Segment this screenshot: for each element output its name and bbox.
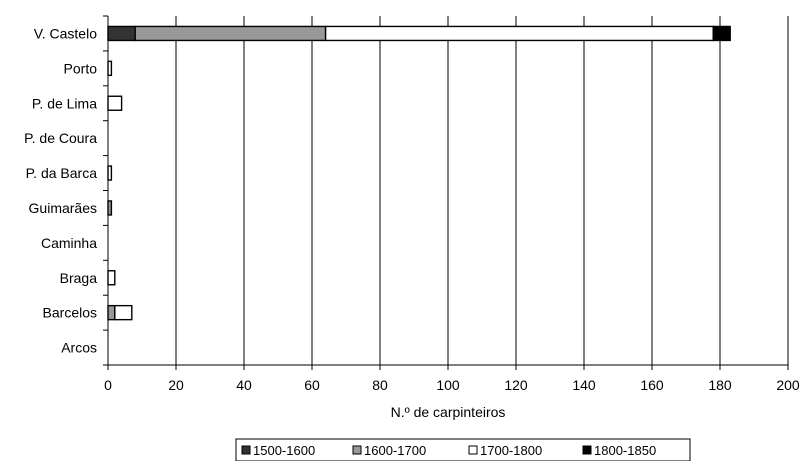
bar-segment-1700-1800 <box>107 270 116 286</box>
x-tick-label-40: 40 <box>236 377 252 393</box>
axes: 0 20 40 60 80 100 120 140 160 180 200 V. Castelo Por… <box>24 15 800 393</box>
legend-box <box>235 438 691 461</box>
legend-swatch-1800-1850 <box>582 445 592 455</box>
legend-label-1700-1800: 1700-1800 <box>480 443 542 458</box>
bar-segment-1600-1700 <box>134 25 327 42</box>
y-tick-label: Caminha <box>41 235 97 251</box>
legend-swatch-1500-1600 <box>241 445 251 455</box>
y-tick-label: V. Castelo <box>34 25 98 41</box>
y-tick-label: Guimarães <box>29 200 97 216</box>
bar-segment-1700-1800 <box>114 304 133 321</box>
y-tick-label: Arcos <box>61 340 97 356</box>
bar-segment-1700-1800 <box>107 60 113 77</box>
x-tick-label-180: 180 <box>708 377 732 393</box>
bar-segment-1700-1800 <box>324 25 714 42</box>
legend-label-1500-1600: 1500-1600 <box>253 443 315 458</box>
x-tick-label-200: 200 <box>776 377 800 393</box>
x-tick-label-100: 100 <box>436 377 460 393</box>
y-tick-label: P. da Barca <box>26 165 98 181</box>
x-tick-label-20: 20 <box>168 377 184 393</box>
x-tick-label-80: 80 <box>372 377 388 393</box>
bars <box>107 25 731 321</box>
y-tick-label: Braga <box>60 270 98 286</box>
bar-segment-1800-1850 <box>712 25 731 42</box>
x-tick-label-0: 0 <box>104 377 112 393</box>
bar-segment-1500-1600 <box>107 25 136 42</box>
y-tick-label: P. de Coura <box>24 130 97 146</box>
legend-swatch-1600-1700 <box>352 445 362 455</box>
bar-segment-1700-1800 <box>107 95 123 111</box>
bar-segment-1600-1700 <box>107 304 116 321</box>
legend-label-1800-1850: 1800-1850 <box>594 443 656 458</box>
y-tick-label: P. de Lima <box>32 95 97 111</box>
legend-swatch-1700-1800 <box>468 445 478 455</box>
bar-segment-1600-1700 <box>107 200 113 216</box>
x-tick-label-140: 140 <box>572 377 596 393</box>
x-axis-title: N.º de carpinteiros <box>391 404 506 420</box>
y-tick-label: Porto <box>64 60 98 76</box>
x-tick-label-60: 60 <box>304 377 320 393</box>
bar-segment-1700-1800 <box>107 165 113 181</box>
legend-label-1600-1700: 1600-1700 <box>364 443 426 458</box>
x-tick-label-120: 120 <box>504 377 528 393</box>
legend: 1500-1600 1600-1700 1700-1800 1800-1850 <box>235 438 691 461</box>
gridlines <box>175 16 789 365</box>
y-tick-label: Barcelos <box>43 305 97 321</box>
x-tick-label-160: 160 <box>640 377 664 393</box>
